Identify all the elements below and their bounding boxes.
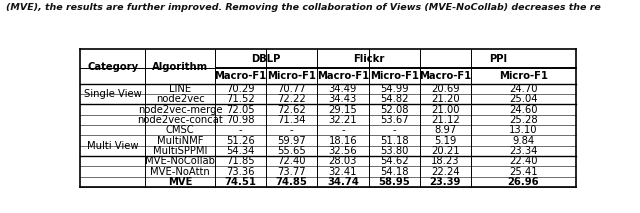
Text: MultiNMF: MultiNMF <box>157 136 204 146</box>
Text: 72.22: 72.22 <box>277 94 306 104</box>
Text: LINE: LINE <box>169 84 191 94</box>
Text: -: - <box>341 125 345 135</box>
Text: 71.52: 71.52 <box>226 94 255 104</box>
Text: 25.28: 25.28 <box>509 115 538 125</box>
Text: 74.51: 74.51 <box>225 177 257 187</box>
Text: Category: Category <box>87 62 138 72</box>
Text: 70.29: 70.29 <box>226 84 255 94</box>
Text: 74.85: 74.85 <box>276 177 307 187</box>
Text: 72.05: 72.05 <box>226 105 255 115</box>
Text: 9.84: 9.84 <box>513 136 534 146</box>
Text: 13.10: 13.10 <box>509 125 538 135</box>
Text: Algorithm: Algorithm <box>152 62 208 72</box>
Text: 32.41: 32.41 <box>328 167 357 177</box>
Text: 22.40: 22.40 <box>509 156 538 166</box>
Text: -: - <box>392 125 396 135</box>
Text: Micro-F1: Micro-F1 <box>370 71 419 81</box>
Text: Multi View: Multi View <box>87 141 138 151</box>
Text: 18.16: 18.16 <box>328 136 357 146</box>
Text: 32.56: 32.56 <box>328 146 357 156</box>
Text: 54.18: 54.18 <box>380 167 408 177</box>
Text: 72.62: 72.62 <box>277 105 306 115</box>
Text: 32.21: 32.21 <box>328 115 357 125</box>
Text: 18.23: 18.23 <box>431 156 460 166</box>
Text: 59.97: 59.97 <box>277 136 306 146</box>
Text: 71.85: 71.85 <box>226 156 255 166</box>
Text: 51.18: 51.18 <box>380 136 408 146</box>
Text: Macro-F1: Macro-F1 <box>214 71 267 81</box>
Text: 70.98: 70.98 <box>226 115 255 125</box>
Text: Micro-F1: Micro-F1 <box>499 71 548 81</box>
Text: 34.43: 34.43 <box>329 94 357 104</box>
Text: 21.20: 21.20 <box>431 94 460 104</box>
Text: 52.08: 52.08 <box>380 105 408 115</box>
Text: PPI: PPI <box>489 54 507 64</box>
Text: 26.96: 26.96 <box>508 177 540 187</box>
Text: -: - <box>290 125 293 135</box>
Text: MVE: MVE <box>168 177 193 187</box>
Text: 25.41: 25.41 <box>509 167 538 177</box>
Text: 25.04: 25.04 <box>509 94 538 104</box>
Text: 70.77: 70.77 <box>277 84 306 94</box>
Text: MultiSPPMI: MultiSPPMI <box>153 146 207 156</box>
Text: 22.24: 22.24 <box>431 167 460 177</box>
Text: 24.60: 24.60 <box>509 105 538 115</box>
Text: 53.80: 53.80 <box>380 146 408 156</box>
Text: 23.34: 23.34 <box>509 146 538 156</box>
Text: 73.77: 73.77 <box>277 167 306 177</box>
Text: 8.97: 8.97 <box>434 125 456 135</box>
Text: 21.12: 21.12 <box>431 115 460 125</box>
Text: 21.00: 21.00 <box>431 105 460 115</box>
Text: 72.40: 72.40 <box>277 156 306 166</box>
Text: 55.65: 55.65 <box>277 146 306 156</box>
Text: 51.26: 51.26 <box>226 136 255 146</box>
Text: MVE-NoAttn: MVE-NoAttn <box>150 167 210 177</box>
Text: 53.67: 53.67 <box>380 115 408 125</box>
Text: Flickr: Flickr <box>353 54 384 64</box>
Text: 54.82: 54.82 <box>380 94 408 104</box>
Text: 34.74: 34.74 <box>327 177 359 187</box>
Text: Macro-F1: Macro-F1 <box>317 71 369 81</box>
Text: 20.69: 20.69 <box>431 84 460 94</box>
Text: (MVE), the results are further improved. Removing the collaboration of Views (MV: (MVE), the results are further improved.… <box>6 3 601 12</box>
Text: node2vec: node2vec <box>156 94 205 104</box>
Text: Single View: Single View <box>84 89 141 99</box>
Text: Micro-F1: Micro-F1 <box>267 71 316 81</box>
Text: CMSC: CMSC <box>166 125 195 135</box>
Text: 24.70: 24.70 <box>509 84 538 94</box>
Text: node2vec-concat: node2vec-concat <box>138 115 223 125</box>
Text: 54.99: 54.99 <box>380 84 408 94</box>
Text: DBLP: DBLP <box>252 54 281 64</box>
Text: 54.34: 54.34 <box>227 146 255 156</box>
Text: Macro-F1: Macro-F1 <box>419 71 472 81</box>
Text: MVE-NoCollab: MVE-NoCollab <box>145 156 215 166</box>
Text: 71.34: 71.34 <box>277 115 306 125</box>
Text: 23.39: 23.39 <box>429 177 461 187</box>
Text: 34.49: 34.49 <box>329 84 357 94</box>
Text: node2vec-merge: node2vec-merge <box>138 105 223 115</box>
Text: 29.15: 29.15 <box>328 105 357 115</box>
Text: 54.62: 54.62 <box>380 156 408 166</box>
Text: 73.36: 73.36 <box>226 167 255 177</box>
Text: -: - <box>239 125 243 135</box>
Text: 58.95: 58.95 <box>378 177 410 187</box>
Text: 20.21: 20.21 <box>431 146 460 156</box>
Text: 5.19: 5.19 <box>434 136 456 146</box>
Text: 28.03: 28.03 <box>329 156 357 166</box>
